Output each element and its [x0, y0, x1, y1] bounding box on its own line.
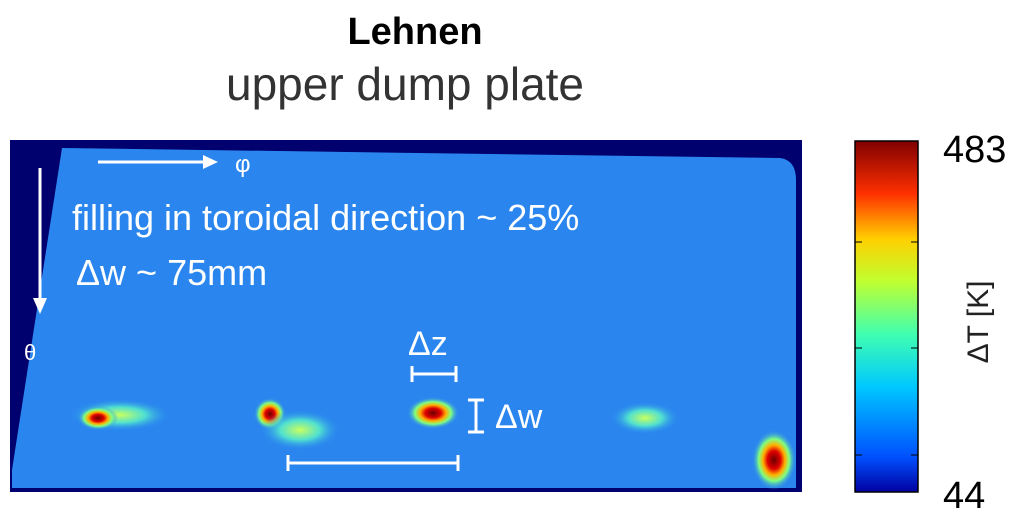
colorbar-max: 483	[943, 129, 1006, 171]
thermal-image: φ θ filling in toroidal direction ~ 25% …	[10, 140, 802, 492]
dw-annotation: Δw	[495, 398, 543, 436]
width-annotation: Δw ~ 75mm	[76, 252, 267, 293]
theta-label: θ	[24, 340, 36, 365]
dz-annotation: Δz	[408, 325, 448, 363]
colorbar: 483 44 ΔT [K]	[854, 129, 1006, 517]
colorbar-min: 44	[943, 475, 985, 514]
subtitle: upper dump plate	[226, 58, 584, 110]
filling-annotation: filling in toroidal direction ~ 25%	[72, 197, 579, 238]
colorbar-label: ΔT [K]	[962, 281, 995, 364]
phi-label: φ	[235, 151, 251, 178]
title: Lehnen	[347, 11, 482, 53]
